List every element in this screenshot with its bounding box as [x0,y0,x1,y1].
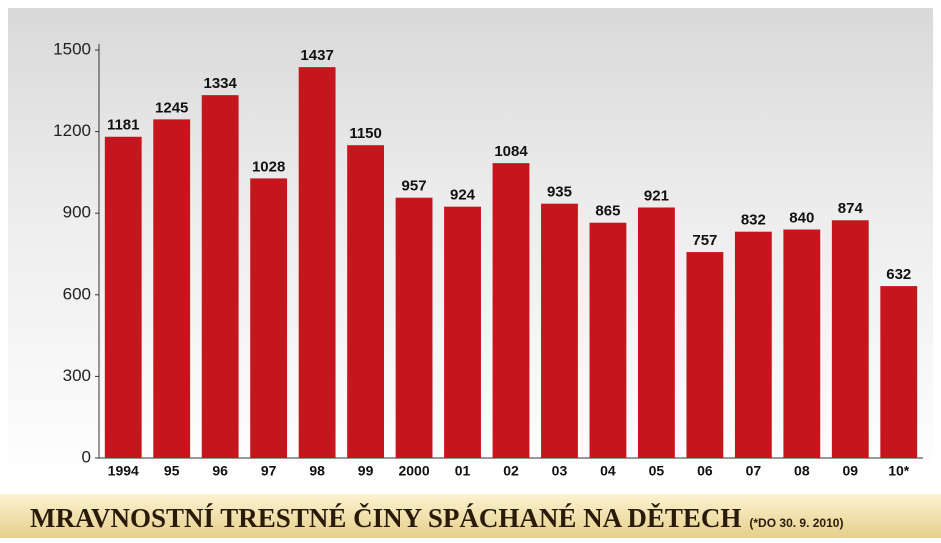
y-tick-label: 300 [63,366,91,385]
value-label: 1437 [300,47,333,64]
bar [444,207,481,458]
value-label: 874 [838,200,864,217]
bar [396,198,433,458]
bar [735,232,772,458]
value-label: 1028 [252,158,285,175]
value-label: 832 [741,212,766,229]
value-label: 865 [595,203,620,220]
bar [541,204,578,458]
bar [832,220,869,458]
bar [347,145,384,458]
x-tick-label: 04 [600,463,616,479]
chart: MRAVNOSTNÍ TRESTNÉ ČINY SPÁCHANÉ NA DĚTE… [0,0,941,538]
x-tick-label: 97 [261,463,277,479]
y-tick-label: 0 [82,447,91,466]
value-label: 1334 [203,75,237,92]
y-tick-label: 1500 [53,39,91,58]
x-tick-label: 08 [794,463,810,479]
x-tick-label: 95 [164,463,180,479]
value-label: 757 [692,232,717,249]
value-label: 957 [402,178,427,195]
value-label: 632 [886,266,911,283]
bar [686,252,723,458]
x-tick-label: 07 [746,463,762,479]
y-tick-label: 600 [63,284,91,303]
value-label: 924 [450,187,476,204]
value-label: 935 [547,184,572,201]
x-tick-label: 01 [455,463,471,479]
x-tick-label: 02 [503,463,519,479]
bar [153,119,190,458]
bar [880,286,917,458]
bar [590,223,627,458]
x-tick-label: 03 [552,463,568,479]
bar [250,178,287,458]
x-tick-label: 99 [358,463,374,479]
value-label: 1181 [107,117,140,134]
x-tick-label: 10* [888,463,910,479]
bar [299,67,336,458]
x-tick-label: 05 [649,463,665,479]
x-tick-label: 98 [309,463,325,479]
value-label: 1084 [494,143,528,160]
bar [638,207,675,458]
value-label: 1245 [155,99,188,116]
bar [105,137,142,458]
x-tick-label: 96 [212,463,228,479]
x-tick-label: 1994 [108,463,139,479]
x-tick-label: 09 [843,463,859,479]
bar [783,230,820,458]
value-label: 1150 [349,125,382,142]
value-label: 921 [644,187,669,204]
x-tick-label: 06 [697,463,713,479]
chart-title: MRAVNOSTNÍ TRESTNÉ ČINY SPÁCHANÉ NA DĚTE… [30,503,741,533]
y-tick-label: 1200 [53,121,91,140]
value-label: 840 [789,209,814,226]
x-tick-label: 2000 [398,463,429,479]
bar [202,95,239,458]
bar [493,163,530,458]
y-tick-label: 900 [63,203,91,222]
chart-note: (*DO 30. 9. 2010) [749,516,843,530]
